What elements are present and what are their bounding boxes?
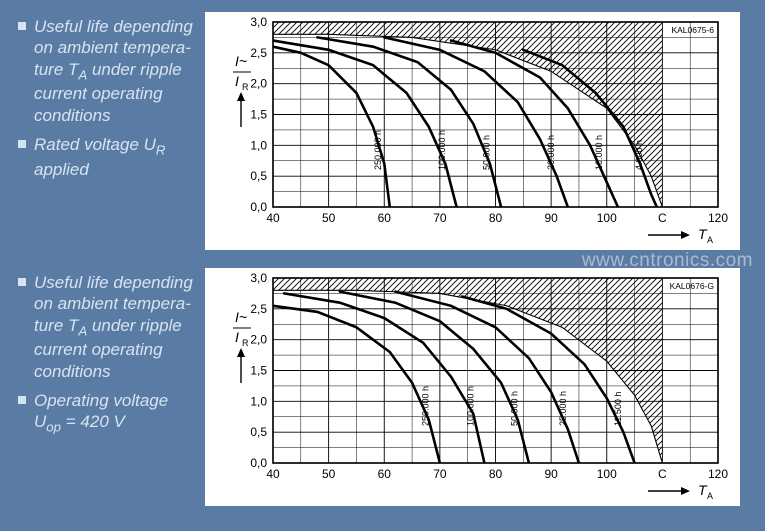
sidebar-item: Operating voltage Uop = 420 V <box>18 390 195 436</box>
svg-text:1,0: 1,0 <box>250 138 267 152</box>
svg-text:3,0: 3,0 <box>250 15 267 29</box>
sidebar-1-list: Useful life depending on ambient tempera… <box>18 16 195 180</box>
row-2: Useful life depending on ambient tempera… <box>0 250 765 506</box>
svg-text:90: 90 <box>544 211 558 225</box>
svg-text:100.000 h: 100.000 h <box>437 130 447 170</box>
chart-2-wrap: 250.000 h 100.000 h 50.000 h 25.000 h 11.500… <box>205 268 740 506</box>
svg-text:250.000 h: 250.000 h <box>420 386 430 426</box>
svg-text:I: I <box>235 73 239 89</box>
svg-text:60: 60 <box>378 467 392 481</box>
svg-text:R: R <box>242 82 249 92</box>
svg-text:4.000 h: 4.000 h <box>634 140 644 170</box>
svg-text:2,0: 2,0 <box>250 333 267 347</box>
svg-text:50.000 h: 50.000 h <box>509 391 519 426</box>
svg-text:KAL0676-G: KAL0676-G <box>670 281 714 291</box>
svg-text:0,5: 0,5 <box>250 425 267 439</box>
svg-text:I~: I~ <box>235 309 247 325</box>
chart-1-wrap: 250.000 h 100.000 h 50.000 h 20.000 h 10.000… <box>205 12 740 250</box>
svg-text:70: 70 <box>433 467 447 481</box>
svg-text:100: 100 <box>597 467 617 481</box>
svg-text:10.000 h: 10.000 h <box>594 135 604 170</box>
svg-text:20.000 h: 20.000 h <box>546 135 556 170</box>
svg-text:2,5: 2,5 <box>250 302 267 316</box>
svg-text:100.000 h: 100.000 h <box>466 386 476 426</box>
svg-text:80: 80 <box>489 211 503 225</box>
svg-text:250.000 h: 250.000 h <box>373 130 383 170</box>
svg-text:0,0: 0,0 <box>250 200 267 214</box>
svg-text:120: 120 <box>708 211 728 225</box>
svg-text:1,5: 1,5 <box>250 108 267 122</box>
sidebar-item: Useful life depending on ambient tempera… <box>18 272 195 382</box>
svg-text:1,5: 1,5 <box>250 364 267 378</box>
svg-text:50.000 h: 50.000 h <box>482 135 492 170</box>
chart-2: 250.000 h 100.000 h 50.000 h 25.000 h 11.500… <box>205 268 740 506</box>
svg-text:3,0: 3,0 <box>250 271 267 285</box>
chart-1: 250.000 h 100.000 h 50.000 h 20.000 h 10.000… <box>205 12 740 250</box>
svg-text:25.000 h: 25.000 h <box>558 391 568 426</box>
sidebar-2-list: Useful life depending on ambient tempera… <box>18 272 195 436</box>
sidebar-1: Useful life depending on ambient tempera… <box>0 12 205 188</box>
svg-text:80: 80 <box>489 467 503 481</box>
svg-text:2,0: 2,0 <box>250 77 267 91</box>
svg-text:0,5: 0,5 <box>250 169 267 183</box>
svg-text:100: 100 <box>597 211 617 225</box>
row-1: Useful life depending on ambient tempera… <box>0 0 765 250</box>
svg-text:I~: I~ <box>235 53 247 69</box>
svg-text:2,5: 2,5 <box>250 46 267 60</box>
svg-text:50: 50 <box>322 467 336 481</box>
svg-text:KAL0675-6: KAL0675-6 <box>671 25 714 35</box>
svg-text:C: C <box>658 211 667 225</box>
svg-text:A: A <box>707 491 713 501</box>
svg-text:60: 60 <box>378 211 392 225</box>
svg-text:11.500 h: 11.500 h <box>613 392 623 426</box>
svg-text:I: I <box>235 329 239 345</box>
svg-text:A: A <box>707 235 713 245</box>
svg-text:70: 70 <box>433 211 447 225</box>
sidebar-2: Useful life depending on ambient tempera… <box>0 268 205 444</box>
svg-text:40: 40 <box>266 467 280 481</box>
svg-text:120: 120 <box>708 467 728 481</box>
svg-text:40: 40 <box>266 211 280 225</box>
svg-text:R: R <box>242 338 249 348</box>
sidebar-item: Rated voltage UR applied <box>18 134 195 180</box>
sidebar-item: Useful life depending on ambient tempera… <box>18 16 195 126</box>
svg-text:90: 90 <box>544 467 558 481</box>
svg-text:50: 50 <box>322 211 336 225</box>
svg-text:0,0: 0,0 <box>250 456 267 470</box>
svg-text:1,0: 1,0 <box>250 394 267 408</box>
svg-text:C: C <box>658 467 667 481</box>
